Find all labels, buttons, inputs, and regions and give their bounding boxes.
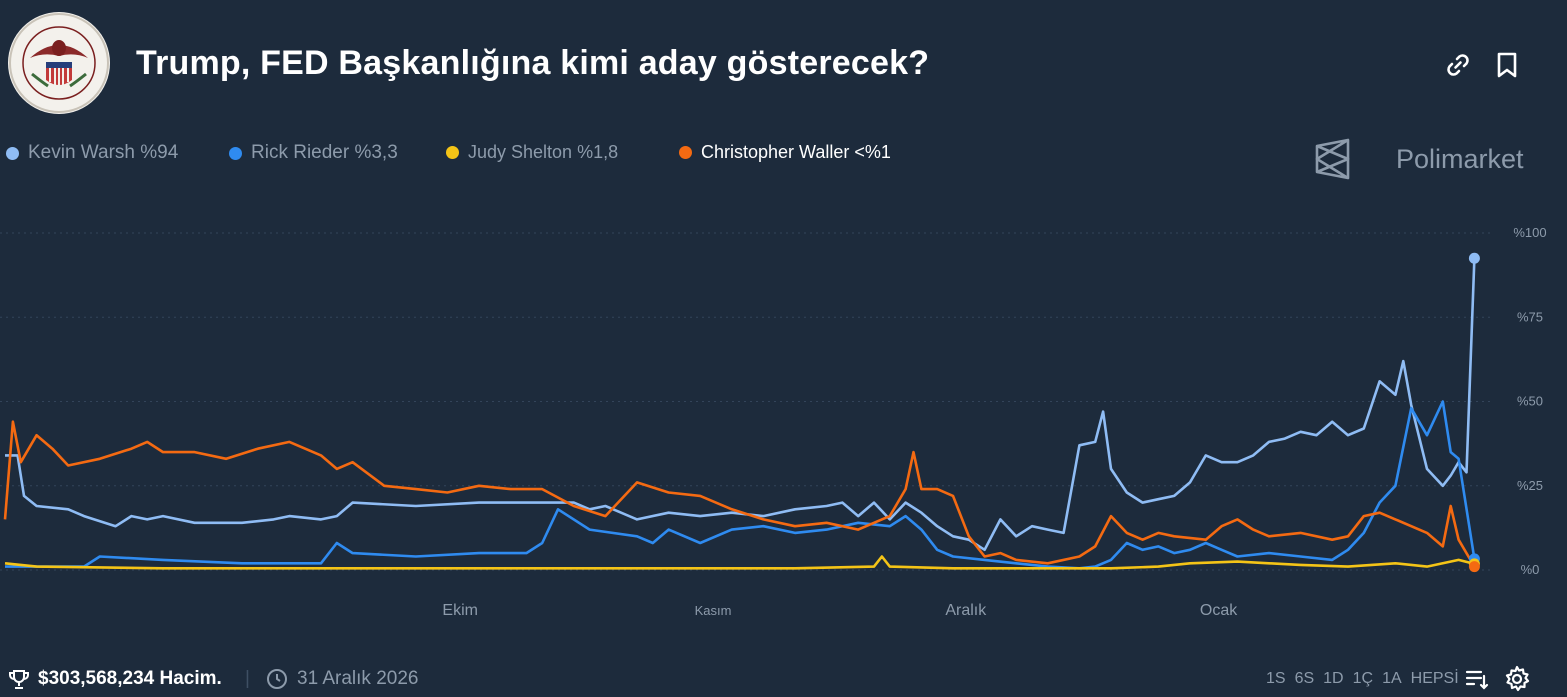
legend-label: Rick Rieder %3,3: [251, 142, 398, 163]
x-tick-label: Ocak: [1200, 602, 1238, 619]
series-endpoint-christopher-waller: [1468, 561, 1480, 573]
end-date: 31 Aralık 2026: [266, 668, 418, 690]
chart-legend: Kevin Warsh %94 Rick Rieder %3,3 Judy Sh…: [0, 142, 1000, 178]
footer-divider: |: [245, 668, 250, 689]
y-tick-label: %100: [1513, 225, 1546, 240]
range-all-button[interactable]: HEPSİ: [1410, 670, 1459, 687]
chart-series: [3, 252, 1480, 573]
series-line-rick-rieder: [5, 400, 1476, 570]
legend-item-rick-rieder[interactable]: Rick Rieder %3,3: [229, 142, 398, 164]
range-1c-button[interactable]: 1Ç: [1352, 670, 1374, 687]
y-tick-label: %25: [1517, 478, 1543, 493]
range-1d-button[interactable]: 1D: [1323, 670, 1344, 687]
price-chart: %0 %25 %50 %75 %100 Ekim Kasım Aralık Ocak: [0, 225, 1547, 619]
x-axis: Ekim Kasım Aralık Ocak: [442, 602, 1238, 619]
brand: Polimarket: [1312, 136, 1524, 182]
series-line-christopher-waller: [3, 420, 1476, 568]
range-1a-button[interactable]: 1A: [1382, 670, 1402, 687]
x-tick-label: Ekim: [442, 602, 478, 619]
legend-dot: [6, 146, 19, 160]
sort-icon[interactable]: [1464, 667, 1490, 691]
brand-name: Polimarket: [1396, 143, 1524, 174]
legend-item-judy-shelton[interactable]: Judy Shelton %1,8: [446, 142, 618, 163]
legend-label: Christopher Waller <%1: [701, 142, 891, 162]
polymarket-logo-icon: [1315, 138, 1350, 180]
y-axis: %0 %25 %50 %75 %100: [1513, 225, 1546, 577]
y-tick-label: %50: [1517, 394, 1543, 409]
clock-icon: [267, 669, 287, 689]
federal-reserve-seal-logo: [8, 12, 110, 114]
legend-label: Judy Shelton %1,8: [468, 142, 619, 162]
trophy-icon: [9, 670, 29, 689]
end-date-value: 31 Aralık 2026: [297, 668, 419, 689]
legend-label: Kevin Warsh %94: [28, 142, 179, 163]
link-icon[interactable]: [1443, 50, 1473, 80]
page-title: Trump, FED Başkanlığına kimi aday göster…: [136, 44, 930, 82]
y-tick-label: %75: [1517, 309, 1543, 324]
chart-grid: [0, 232, 1490, 571]
legend-item-kevin-warsh[interactable]: Kevin Warsh %94: [6, 142, 178, 164]
volume-value: $303,568,234 Hacim.: [38, 668, 222, 689]
gear-icon[interactable]: [1503, 665, 1531, 693]
series-line-kevin-warsh: [5, 258, 1476, 552]
series-endpoint-kevin-warsh: [1468, 252, 1480, 264]
legend-dot: [679, 146, 692, 159]
x-tick-label: Aralık: [945, 602, 987, 619]
legend-item-christopher-waller[interactable]: Christopher Waller <%1: [679, 142, 891, 163]
footer: $303,568,234 Hacim. | 31 Aralık 2026 1S …: [0, 660, 1567, 697]
legend-dot: [446, 146, 459, 159]
legend-dot: [229, 146, 242, 160]
range-6s-button[interactable]: 6S: [1294, 670, 1315, 687]
range-1s-button[interactable]: 1S: [1266, 670, 1286, 687]
time-range-selector: 1S 6S 1D 1Ç 1A HEPSİ: [1266, 670, 1468, 688]
series-line-judy-shelton: [4, 555, 1475, 570]
header: Trump, FED Başkanlığına kimi aday göster…: [0, 0, 1567, 130]
volume: $303,568,234 Hacim.: [8, 668, 222, 690]
y-tick-label: %0: [1521, 562, 1540, 577]
bookmark-icon[interactable]: [1492, 50, 1522, 80]
x-tick-label: Kasım: [695, 603, 732, 618]
